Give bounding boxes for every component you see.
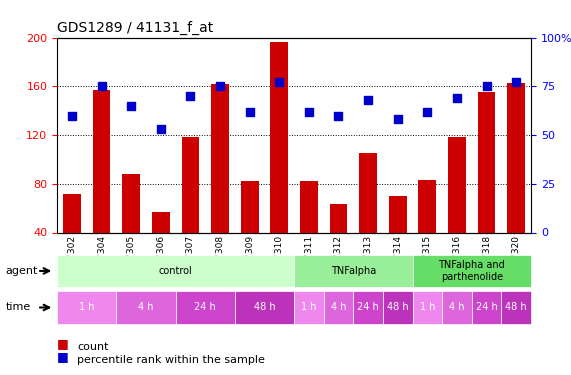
Text: TNFalpha and
parthenolide: TNFalpha and parthenolide: [439, 260, 505, 282]
Text: time: time: [6, 303, 31, 312]
Point: [393, 116, 403, 122]
Point: [512, 80, 521, 86]
Text: 48 h: 48 h: [505, 303, 527, 312]
Bar: [93, 90, 110, 232]
Point: [482, 83, 491, 89]
Text: count: count: [77, 342, 108, 352]
Text: 1 h: 1 h: [79, 303, 94, 312]
Text: percentile rank within the sample: percentile rank within the sample: [77, 355, 265, 365]
Text: 48 h: 48 h: [254, 303, 275, 312]
Point: [156, 126, 166, 132]
Bar: [359, 153, 377, 232]
Text: ■: ■: [57, 350, 69, 363]
Text: 4 h: 4 h: [449, 303, 465, 312]
Point: [452, 95, 461, 101]
Text: 24 h: 24 h: [357, 303, 379, 312]
Text: TNFalpha: TNFalpha: [331, 266, 376, 276]
Bar: [152, 212, 170, 232]
Text: 1 h: 1 h: [420, 303, 435, 312]
Bar: [448, 138, 466, 232]
Bar: [507, 82, 525, 232]
Point: [97, 83, 106, 89]
Bar: [63, 194, 81, 232]
Text: 1 h: 1 h: [301, 303, 317, 312]
Bar: [211, 84, 229, 232]
Point: [127, 103, 136, 109]
Text: GDS1289 / 41131_f_at: GDS1289 / 41131_f_at: [57, 21, 214, 35]
Point: [245, 109, 254, 115]
Bar: [478, 92, 496, 232]
Bar: [419, 180, 436, 232]
Point: [215, 83, 224, 89]
Bar: [182, 138, 199, 232]
Text: agent: agent: [6, 266, 38, 276]
Point: [275, 80, 284, 86]
Text: control: control: [159, 266, 192, 276]
Point: [364, 97, 373, 103]
Point: [423, 109, 432, 115]
Text: 48 h: 48 h: [387, 303, 408, 312]
Text: 4 h: 4 h: [138, 303, 154, 312]
Bar: [271, 42, 288, 232]
Text: ■: ■: [57, 337, 69, 350]
Text: 24 h: 24 h: [194, 303, 216, 312]
Point: [67, 112, 77, 118]
Point: [334, 112, 343, 118]
Point: [304, 109, 313, 115]
Text: 24 h: 24 h: [476, 303, 497, 312]
Bar: [122, 174, 140, 232]
Text: 4 h: 4 h: [331, 303, 346, 312]
Bar: [300, 182, 317, 232]
Point: [186, 93, 195, 99]
Bar: [329, 204, 347, 232]
Bar: [241, 182, 259, 232]
Bar: [389, 196, 407, 232]
